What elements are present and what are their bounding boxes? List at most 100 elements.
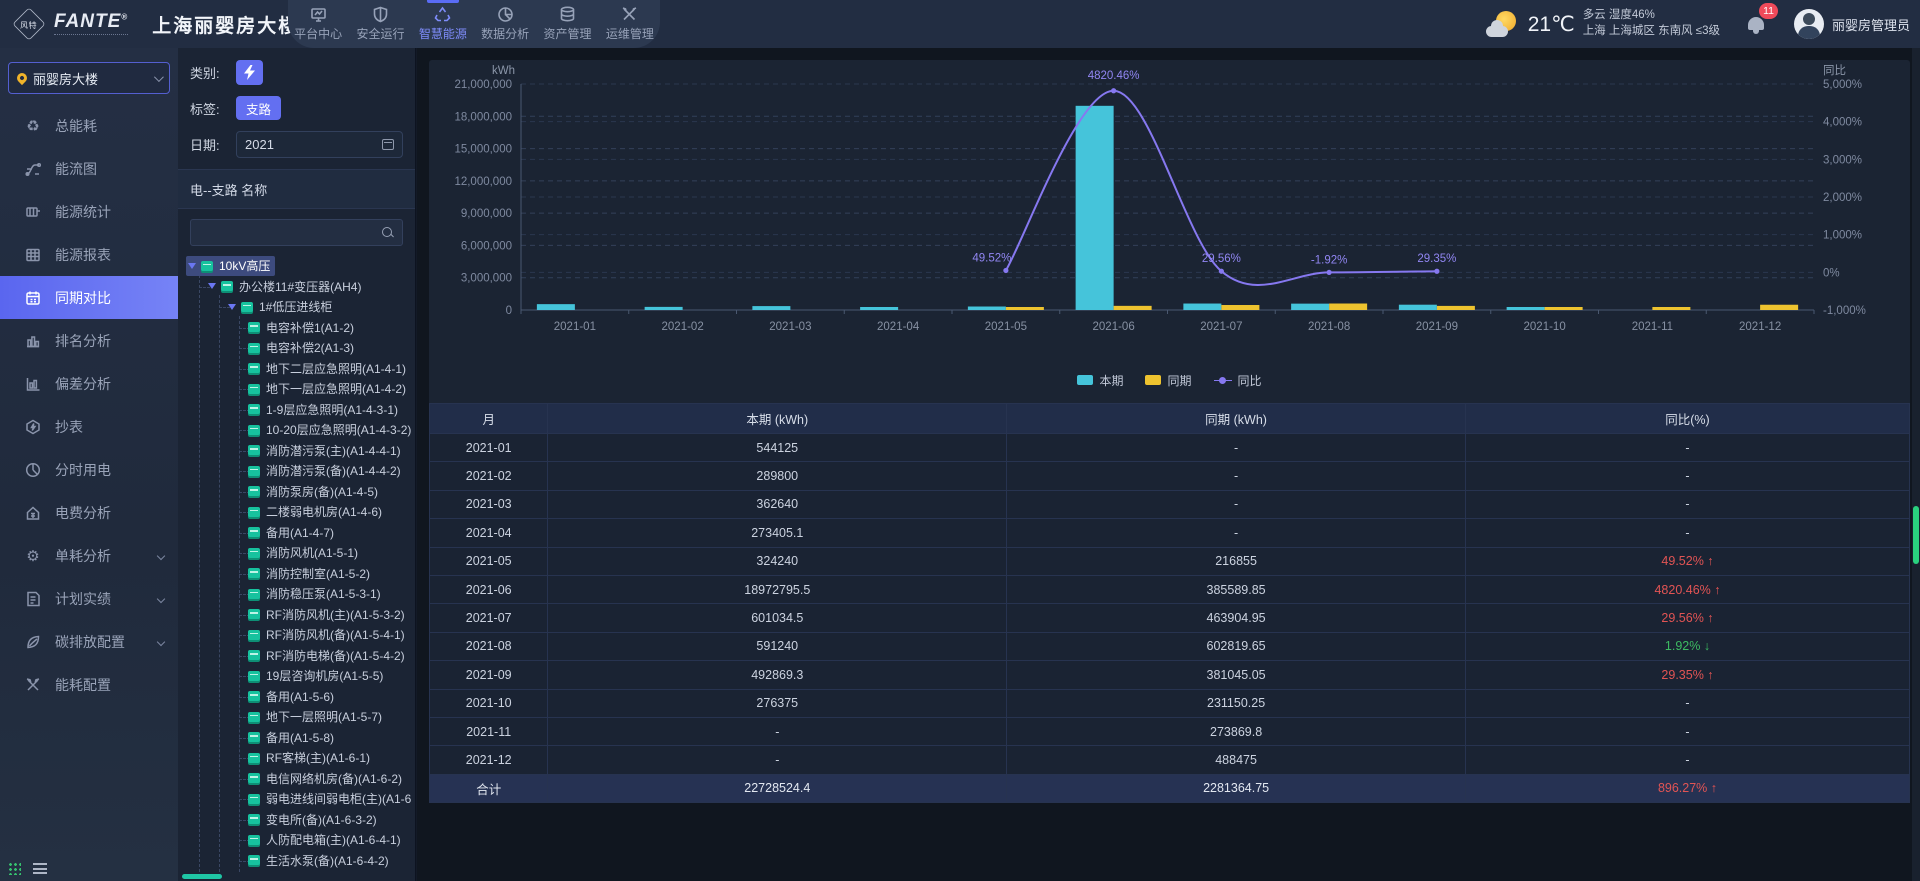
tree-node[interactable]: 地下一层照明(A1-5-7) bbox=[178, 707, 415, 728]
svg-text:12,000,000: 12,000,000 bbox=[454, 176, 512, 188]
tree-search-input[interactable] bbox=[199, 225, 382, 240]
nav-item-6[interactable]: 运维管理 bbox=[606, 0, 654, 48]
cell-yoy: - bbox=[1464, 461, 1911, 491]
legend-item-本期[interactable]: 本期 bbox=[1077, 372, 1123, 389]
legend-item-同比[interactable]: 同比 bbox=[1213, 372, 1262, 389]
nav-label: 数据分析 bbox=[481, 27, 530, 41]
nav-item-3[interactable]: 智慧能源 bbox=[419, 0, 467, 48]
building-selector[interactable]: 丽婴房大楼 bbox=[8, 62, 170, 94]
nav-item-2[interactable]: 安全运行 bbox=[356, 0, 405, 48]
total-energy-icon: ♻ bbox=[26, 117, 40, 135]
tree-node[interactable]: 办公楼11#变压器(AH4) bbox=[178, 277, 415, 298]
sidebar-item-12[interactable]: 计划实绩 bbox=[0, 577, 178, 620]
date-input[interactable]: 2021 bbox=[236, 131, 403, 158]
cell-previous: 381045.05 bbox=[1006, 660, 1466, 690]
svg-text:4820.46%: 4820.46% bbox=[1088, 70, 1140, 82]
sidebar-item-7[interactable]: 偏差分析 bbox=[0, 362, 178, 405]
sidebar-item-11[interactable]: ⚙ 单耗分析 bbox=[0, 534, 178, 577]
branch-node-icon bbox=[248, 855, 260, 866]
expand-caret-icon[interactable] bbox=[188, 262, 196, 269]
cell-current: 591240 bbox=[547, 631, 1008, 662]
tree-node[interactable]: 消防泵房(备)(A1-4-5) bbox=[178, 482, 415, 503]
expand-caret-icon[interactable] bbox=[208, 283, 216, 290]
tree-node[interactable]: 生活水泵(备)(A1-6-4-2) bbox=[178, 851, 415, 872]
sidebar-item-6[interactable]: 排名分析 bbox=[0, 319, 178, 362]
tree-node[interactable]: 10-20层应急照明(A1-4-3-2) bbox=[178, 420, 415, 441]
sidebar-item-1[interactable]: ♻ 总能耗 bbox=[0, 104, 178, 147]
nav-item-1[interactable]: 平台中心 bbox=[294, 0, 342, 48]
sidebar-item-3[interactable]: 能源统计 bbox=[0, 190, 178, 233]
tree-node[interactable]: RF消防电梯(备)(A1-5-4-2) bbox=[178, 646, 415, 667]
tree-node[interactable]: 弱电进线间弱电柜(主)(A1-6 bbox=[178, 789, 415, 810]
nav-item-5[interactable]: 资产管理 bbox=[543, 0, 592, 48]
tree-section-title: 电--支路 名称 bbox=[178, 169, 415, 209]
nav-label: 智慧能源 bbox=[418, 27, 467, 41]
chevron-down-icon bbox=[153, 71, 164, 82]
tree-node[interactable]: RF消防风机(备)(A1-5-4-1) bbox=[178, 625, 415, 646]
tree-node[interactable]: 地下二层应急照明(A1-4-1) bbox=[178, 359, 415, 380]
tree-node[interactable]: 潜水泵(主)(A1-6-5) bbox=[178, 871, 415, 872]
tree-node[interactable]: 消防潜污泵(备)(A1-4-4-2) bbox=[178, 461, 415, 482]
nav-label: 运维管理 bbox=[605, 27, 654, 41]
sidebar-item-9[interactable]: 分时用电 bbox=[0, 448, 178, 491]
tree-node-label: 二楼弱电机房(A1-4-6) bbox=[266, 505, 383, 520]
tree-node[interactable]: 地下一层应急照明(A1-4-2) bbox=[178, 379, 415, 400]
tag-label: 标签: bbox=[190, 101, 220, 117]
search-icon[interactable] bbox=[382, 226, 394, 239]
sidebar-item-4[interactable]: 能源报表 bbox=[0, 233, 178, 276]
branch-tree-panel: 类别: 标签: 支路 日期: 2021 电--支路 名称 10kV高压办 bbox=[178, 48, 416, 881]
page-scrollbar-thumb[interactable] bbox=[1913, 506, 1919, 564]
tree-node[interactable]: RF消防风机(主)(A1-5-3-2) bbox=[178, 605, 415, 626]
user-menu[interactable]: 丽婴房管理员 bbox=[1793, 9, 1910, 39]
tree-node[interactable]: 二楼弱电机房(A1-4-6) bbox=[178, 502, 415, 523]
tree-node[interactable]: 消防稳压泵(A1-5-3-1) bbox=[178, 584, 415, 605]
sidebar-item-14[interactable]: 能耗配置 bbox=[0, 663, 178, 706]
notifications-button[interactable]: 11 bbox=[1742, 3, 1778, 39]
nav-item-4[interactable]: 数据分析 bbox=[481, 0, 529, 48]
tree-node[interactable]: RF客梯(主)(A1-6-1) bbox=[178, 748, 415, 769]
sidebar-item-13[interactable]: 碳排放配置 bbox=[0, 620, 178, 663]
electricity-category-button[interactable] bbox=[236, 60, 263, 85]
table-row: 2021-12-488475- bbox=[428, 745, 1911, 775]
tree-node[interactable]: 备用(A1-5-8) bbox=[178, 728, 415, 749]
legend-swatch-icon bbox=[1077, 375, 1094, 385]
tree-node[interactable]: 电容补偿1(A1-2) bbox=[178, 318, 415, 339]
time-of-use-icon bbox=[24, 461, 42, 479]
tree-node[interactable]: 1#低压进线柜 bbox=[178, 297, 415, 318]
tree-node[interactable]: 人防配电箱(主)(A1-6-4-1) bbox=[178, 830, 415, 851]
legend-item-同期[interactable]: 同期 bbox=[1145, 372, 1192, 389]
tree-node[interactable]: 消防风机(A1-5-1) bbox=[178, 543, 415, 564]
table-row: 2021-07 601034.5 463904.95 29.56% ↑ bbox=[428, 603, 1911, 633]
tree-node[interactable]: 备用(A1-4-7) bbox=[178, 523, 415, 544]
tree-node[interactable]: 消防控制室(A1-5-2) bbox=[178, 564, 415, 585]
tree-node-label: 电容补偿1(A1-2) bbox=[266, 320, 355, 335]
tree-node[interactable]: 1-9层应急照明(A1-4-3-1) bbox=[178, 400, 415, 421]
cell-previous: - bbox=[1006, 518, 1466, 548]
table-column-header: 同比(%) bbox=[1464, 403, 1911, 434]
cell-yoy: - bbox=[1464, 432, 1911, 463]
tree-node[interactable]: 电容补偿2(A1-3) bbox=[178, 338, 415, 359]
avatar bbox=[1793, 9, 1824, 39]
tree-node[interactable]: 变电所(备)(A1-6-3-2) bbox=[178, 810, 415, 831]
tree-node-label: 电信网络机房(备)(A1-6-2) bbox=[266, 771, 403, 786]
tree-horizontal-scrollbar[interactable] bbox=[182, 874, 222, 879]
branch-tag-button[interactable]: 支路 bbox=[236, 96, 282, 120]
grid-dots-icon[interactable] bbox=[8, 862, 21, 875]
sidebar-item-2[interactable]: 能流图 bbox=[0, 147, 178, 190]
tree-node[interactable]: 备用(A1-5-6) bbox=[178, 687, 415, 708]
nav-label: 资产管理 bbox=[543, 27, 592, 41]
tree-node[interactable]: 10kV高压 bbox=[178, 256, 415, 277]
sidebar-item-5[interactable]: 同期对比 bbox=[0, 276, 178, 319]
filter-panel: 类别: 标签: 支路 日期: 2021 bbox=[178, 48, 415, 158]
sidebar-item-8[interactable]: 抄表 bbox=[0, 405, 178, 448]
expand-caret-icon[interactable] bbox=[228, 303, 236, 310]
tree-node[interactable]: 19层咨询机房(A1-5-5) bbox=[178, 666, 415, 687]
tree-node-label: 备用(A1-5-8) bbox=[266, 730, 335, 745]
cell-previous: - bbox=[1006, 489, 1466, 520]
cell-yoy: - bbox=[1464, 489, 1911, 520]
tree-node[interactable]: 消防潜污泵(主)(A1-4-4-1) bbox=[178, 441, 415, 462]
sidebar-item-10[interactable]: 电费分析 bbox=[0, 491, 178, 534]
list-toggle-icon[interactable] bbox=[33, 863, 47, 874]
tree-node[interactable]: 电信网络机房(备)(A1-6-2) bbox=[178, 769, 415, 790]
tree-node-label: 备用(A1-5-6) bbox=[266, 689, 335, 704]
